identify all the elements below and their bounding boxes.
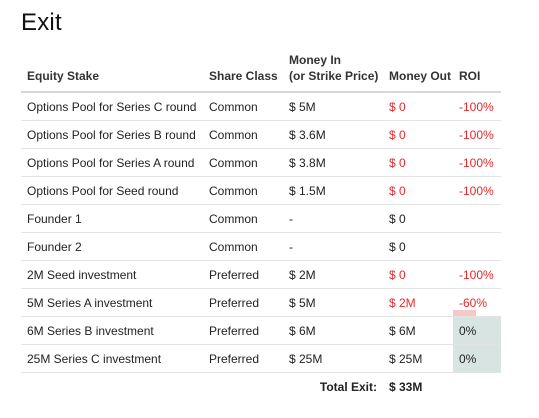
col-money-in: Money In (or Strike Price) <box>283 52 383 93</box>
stake-cell: Founder 2 <box>21 232 203 261</box>
table-row: Founder 1 Common - $ 0 <box>21 204 501 233</box>
share-class-cell: Preferred <box>203 260 283 289</box>
col-money-in-line2: (or Strike Price) <box>289 69 379 83</box>
money-in-cell: - <box>283 204 383 233</box>
money-out-cell: $ 0 <box>383 92 453 121</box>
roi-value: -100% <box>459 127 494 142</box>
money-out-cell: $ 2M <box>383 288 453 317</box>
money-in-cell: $ 3.6M <box>283 120 383 149</box>
table-row: Options Pool for Seed round Common $ 1.5M $… <box>21 176 501 205</box>
roi-value: -100% <box>459 267 494 282</box>
stake-cell: 5M Series A investment <box>21 288 203 317</box>
share-class-cell: Preferred <box>203 316 283 345</box>
roi-cell: -100% <box>453 92 501 121</box>
stake-cell: Options Pool for Series B round <box>21 120 203 149</box>
roi-cell: 0% <box>453 344 501 373</box>
money-out-cell: $ 0 <box>383 148 453 177</box>
exit-table: Equity Stake Share Class Money In (or St… <box>21 52 501 401</box>
share-class-cell: Common <box>203 232 283 261</box>
money-out-cell: $ 25M <box>383 344 453 373</box>
share-class-cell: Common <box>203 148 283 177</box>
col-share-class: Share Class <box>203 52 283 93</box>
money-out-cell: $ 6M <box>383 316 453 345</box>
roi-cell <box>453 204 501 233</box>
share-class-cell: Common <box>203 176 283 205</box>
table-row: 5M Series A investment Preferred $ 5M $ 2M -… <box>21 288 501 317</box>
table-row: Options Pool for Series B round Common $ 3… <box>21 120 501 149</box>
total-exit-label: Total Exit: <box>319 380 377 394</box>
page-title: Exit <box>21 9 62 36</box>
roi-cell: -100% <box>453 176 501 205</box>
roi-value: -100% <box>459 155 494 170</box>
stake-cell: Options Pool for Series A round <box>21 148 203 177</box>
total-exit-value: $ 33M <box>389 380 423 394</box>
share-class-cell: Preferred <box>203 344 283 373</box>
roi-value: -100% <box>459 99 494 114</box>
roi-cell: 0% <box>453 316 501 345</box>
stake-cell: Options Pool for Seed round <box>21 176 203 205</box>
total-row: Total Exit: $ 33M <box>21 373 501 402</box>
money-out-cell: $ 0 <box>383 176 453 205</box>
roi-bar <box>453 345 501 372</box>
money-in-cell: $ 3.8M <box>283 148 383 177</box>
money-in-cell: $ 25M <box>283 344 383 373</box>
money-out-cell: $ 0 <box>383 120 453 149</box>
money-in-cell: $ 2M <box>283 260 383 289</box>
roi-bar <box>453 317 501 344</box>
roi-value: 0% <box>459 351 477 366</box>
col-equity-stake: Equity Stake <box>21 52 203 93</box>
money-in-cell: $ 5M <box>283 288 383 317</box>
money-out-cell: $ 0 <box>383 204 453 233</box>
roi-value: 0% <box>459 323 477 338</box>
table-row: Options Pool for Series C round Common $ 5… <box>21 92 501 121</box>
stake-cell: 6M Series B investment <box>21 316 203 345</box>
share-class-cell: Common <box>203 92 283 121</box>
stake-cell: Founder 1 <box>21 204 203 233</box>
roi-cell <box>453 232 501 261</box>
money-in-cell: $ 5M <box>283 92 383 121</box>
col-money-out: Money Out <box>383 52 453 93</box>
money-in-cell: $ 6M <box>283 316 383 345</box>
col-roi: ROI <box>453 52 501 93</box>
col-money-in-line1: Money In <box>289 53 342 67</box>
money-out-cell: $ 0 <box>383 232 453 261</box>
table-header-row: Equity Stake Share Class Money In (or St… <box>21 52 501 93</box>
roi-value: -60% <box>459 295 488 310</box>
money-out-cell: $ 0 <box>383 260 453 289</box>
stake-cell: 25M Series C investment <box>21 344 203 373</box>
roi-bar <box>453 310 477 316</box>
table-row: Founder 2 Common - $ 0 <box>21 232 501 261</box>
table-row: 2M Seed investment Preferred $ 2M $ 0 -100% <box>21 260 501 289</box>
table-row: Options Pool for Series A round Common $ 3… <box>21 148 501 177</box>
money-in-cell: $ 1.5M <box>283 176 383 205</box>
share-class-cell: Common <box>203 204 283 233</box>
stake-cell: Options Pool for Series C round <box>21 92 203 121</box>
roi-cell: -100% <box>453 120 501 149</box>
money-in-cell: - <box>283 232 383 261</box>
roi-cell: -100% <box>453 260 501 289</box>
table-row: 6M Series B investment Preferred $ 6M $ 6M 0… <box>21 316 501 345</box>
table-row: 25M Series C investment Preferred $ 25M $ 2… <box>21 344 501 373</box>
roi-cell: -100% <box>453 148 501 177</box>
share-class-cell: Common <box>203 120 283 149</box>
roi-cell: -60% <box>453 288 501 317</box>
stake-cell: 2M Seed investment <box>21 260 203 289</box>
share-class-cell: Preferred <box>203 288 283 317</box>
roi-value: -100% <box>459 183 494 198</box>
